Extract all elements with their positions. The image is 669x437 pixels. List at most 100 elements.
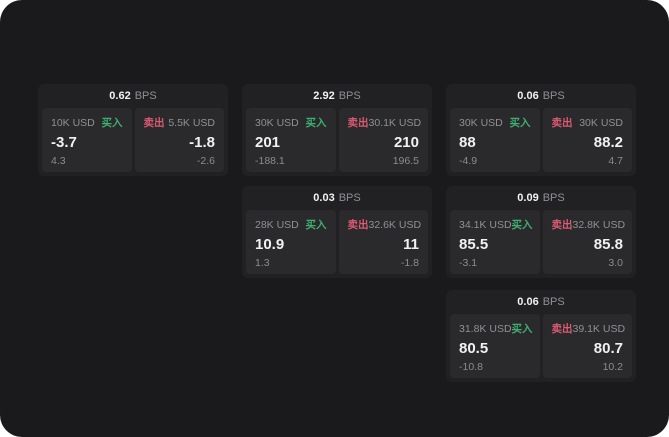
sell-sub-value: 196.5: [392, 154, 419, 167]
buy-side-label: 买入: [305, 117, 327, 129]
sell-side-label: 卖出: [551, 117, 573, 129]
sell-amount-label: 39.1K USD: [572, 322, 626, 335]
sell-amount-label: 30K USD: [579, 116, 623, 129]
buy-amount-label: 34.1K USD: [459, 218, 512, 231]
quote-card: 0.06 BPS 30K USD 买入 88 -4.9 卖出 30K USD 8…: [446, 84, 636, 176]
bps-value: 0.62: [109, 90, 131, 102]
buy-price-value: 10.9: [255, 236, 285, 254]
sell-price-value: -1.8: [189, 134, 215, 152]
quote-card: 0.62 BPS 10K USD 买入 -3.7 4.3 卖出 5.5K USD…: [38, 84, 228, 176]
buy-panel-top: 31.8K USD 买入: [459, 321, 533, 336]
sell-amount-label: 32.8K USD: [572, 218, 626, 231]
bps-unit-label: BPS: [338, 90, 361, 102]
buy-sub-value: 1.3: [255, 256, 270, 269]
sell-side-label: 卖出: [143, 117, 165, 129]
sell-price-value: 80.7: [593, 340, 623, 358]
sell-panel-top: 卖出 5.5K USD: [144, 115, 216, 130]
bps-value: 0.03: [313, 192, 335, 204]
card-header: 0.06 BPS: [446, 84, 636, 108]
sell-side-label: 卖出: [347, 219, 369, 231]
bps-unit-label: BPS: [338, 192, 361, 204]
buy-price-value: 88: [459, 134, 476, 152]
sell-panel-top: 卖出 30.1K USD: [347, 115, 422, 130]
quote-card: 0.06 BPS 31.8K USD 买入 80.5 -10.8 卖出 39.1…: [446, 290, 636, 382]
buy-sub-value: -188.1: [255, 154, 285, 167]
card-header: 2.92 BPS: [242, 84, 432, 108]
sell-price-value: 11: [403, 236, 419, 254]
buy-panel-top: 30K USD 买入: [255, 115, 327, 130]
sell-price-value: 88.2: [593, 134, 623, 152]
quote-card: 0.03 BPS 28K USD 买入 10.9 1.3 卖出 32.6K US…: [242, 186, 432, 278]
sell-quote-panel[interactable]: 卖出 30K USD 88.2 4.7: [542, 108, 632, 172]
sell-side-label: 卖出: [347, 117, 369, 129]
sell-side-label: 卖出: [551, 323, 573, 335]
sell-quote-panel[interactable]: 卖出 5.5K USD -1.8 -2.6: [134, 108, 224, 172]
buy-sub-value: -3.1: [459, 256, 478, 269]
sell-panel-top: 卖出 32.6K USD: [347, 217, 422, 232]
card-body: 30K USD 买入 201 -188.1 卖出 30.1K USD 210 1…: [242, 108, 432, 176]
sell-amount-label: 5.5K USD: [168, 116, 215, 129]
sell-amount-label: 32.6K USD: [368, 218, 422, 231]
card-header: 0.09 BPS: [446, 186, 636, 210]
buy-price-value: 80.5: [459, 340, 489, 358]
bps-unit-label: BPS: [542, 192, 565, 204]
sell-panel-top: 卖出 32.8K USD: [551, 217, 626, 232]
card-header: 0.03 BPS: [242, 186, 432, 210]
buy-panel-top: 30K USD 买入: [459, 115, 531, 130]
buy-quote-panel[interactable]: 30K USD 买入 201 -188.1: [246, 108, 336, 172]
buy-sub-value: 4.3: [51, 154, 66, 167]
sell-price-value: 210: [393, 134, 419, 152]
buy-quote-panel[interactable]: 28K USD 买入 10.9 1.3: [246, 210, 336, 274]
sell-panel-top: 卖出 39.1K USD: [551, 321, 626, 336]
card-header: 0.06 BPS: [446, 290, 636, 314]
sell-amount-label: 30.1K USD: [368, 116, 422, 129]
buy-quote-panel[interactable]: 34.1K USD 买入 85.5 -3.1: [450, 210, 540, 274]
bps-value: 0.06: [517, 90, 539, 102]
sell-quote-panel[interactable]: 卖出 32.6K USD 11 -1.8: [338, 210, 428, 274]
buy-price-value: 201: [255, 134, 281, 152]
buy-amount-label: 31.8K USD: [459, 322, 512, 335]
bps-value: 0.09: [517, 192, 539, 204]
buy-amount-label: 28K USD: [255, 218, 299, 231]
buy-sub-value: -10.8: [459, 360, 483, 373]
buy-quote-panel[interactable]: 10K USD 买入 -3.7 4.3: [42, 108, 132, 172]
buy-sub-value: -4.9: [459, 154, 478, 167]
buy-side-label: 买入: [305, 219, 327, 231]
sell-panel-top: 卖出 30K USD: [552, 115, 624, 130]
sell-sub-value: 10.2: [602, 360, 623, 373]
bps-value: 0.06: [517, 296, 539, 308]
bps-value: 2.92: [313, 90, 335, 102]
buy-quote-panel[interactable]: 31.8K USD 买入 80.5 -10.8: [450, 314, 540, 378]
card-body: 28K USD 买入 10.9 1.3 卖出 32.6K USD 11 -1.8: [242, 210, 432, 278]
sell-quote-panel[interactable]: 卖出 39.1K USD 80.7 10.2: [542, 314, 632, 378]
card-header: 0.62 BPS: [38, 84, 228, 108]
card-body: 34.1K USD 买入 85.5 -3.1 卖出 32.8K USD 85.8…: [446, 210, 636, 278]
quote-card: 2.92 BPS 30K USD 买入 201 -188.1 卖出 30.1K …: [242, 84, 432, 176]
bps-unit-label: BPS: [134, 90, 157, 102]
buy-amount-label: 30K USD: [459, 116, 503, 129]
card-body: 31.8K USD 买入 80.5 -10.8 卖出 39.1K USD 80.…: [446, 314, 636, 382]
sell-sub-value: 3.0: [608, 256, 623, 269]
sell-sub-value: -1.8: [400, 256, 419, 269]
sell-quote-panel[interactable]: 卖出 32.8K USD 85.8 3.0: [542, 210, 632, 274]
card-body: 30K USD 买入 88 -4.9 卖出 30K USD 88.2 4.7: [446, 108, 636, 176]
sell-sub-value: 4.7: [608, 154, 623, 167]
sell-price-value: 85.8: [593, 236, 623, 254]
buy-amount-label: 30K USD: [255, 116, 299, 129]
buy-side-label: 买入: [101, 117, 123, 129]
buy-side-label: 买入: [511, 219, 533, 231]
buy-panel-top: 34.1K USD 买入: [459, 217, 533, 232]
bps-unit-label: BPS: [542, 90, 565, 102]
buy-price-value: -3.7: [51, 134, 77, 152]
buy-quote-panel[interactable]: 30K USD 买入 88 -4.9: [450, 108, 540, 172]
buy-side-label: 买入: [509, 117, 531, 129]
quote-card: 0.09 BPS 34.1K USD 买入 85.5 -3.1 卖出 32.8K…: [446, 186, 636, 278]
card-body: 10K USD 买入 -3.7 4.3 卖出 5.5K USD -1.8 -2.…: [38, 108, 228, 176]
buy-price-value: 85.5: [459, 236, 489, 254]
buy-side-label: 买入: [511, 323, 533, 335]
buy-panel-top: 28K USD 买入: [255, 217, 327, 232]
sell-side-label: 卖出: [551, 219, 573, 231]
sell-quote-panel[interactable]: 卖出 30.1K USD 210 196.5: [338, 108, 428, 172]
buy-amount-label: 10K USD: [51, 116, 95, 129]
